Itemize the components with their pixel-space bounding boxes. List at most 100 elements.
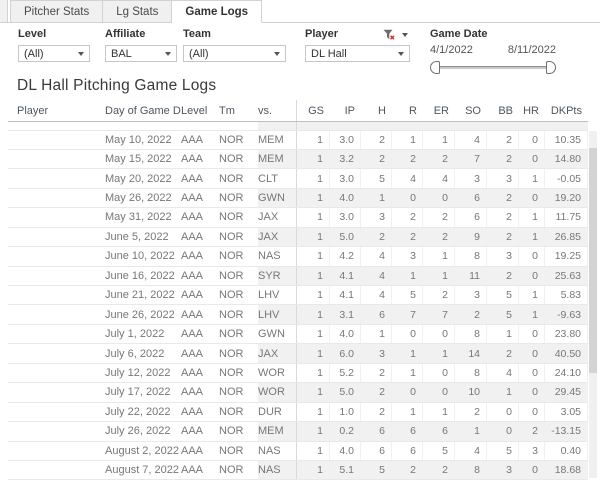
cell-vs: JAX — [258, 211, 279, 224]
tab-lg-stats[interactable]: Lg Stats — [103, 0, 173, 23]
table-row[interactable]: July 22, 2022 AAA NOR DUR 1 1.0 2 1 1 2 0 0 3.05 — [8, 402, 588, 423]
cell-vs: GWN — [258, 188, 296, 208]
table-row[interactable]: July 17, 2022 AAA NOR WOR 1 5.0 2 0 0 10 1 0 29.45 — [8, 383, 588, 403]
cell-r — [392, 122, 423, 130]
cell-h: 2 — [361, 149, 392, 169]
cell-date: May 31, 2022 — [105, 211, 172, 224]
cell-tm: NOR — [219, 464, 244, 477]
cell-level: AAA — [181, 405, 204, 418]
cell-gs: 1 — [296, 149, 330, 169]
cell-vs: NAS — [258, 250, 281, 263]
cell-ip: 4.1 — [330, 286, 361, 305]
table-row[interactable]: July 6, 2022 AAA NOR JAX 1 6.0 3 1 1 14 2 0 40.50 — [8, 344, 588, 364]
cell-date: May 26, 2022 — [105, 192, 172, 205]
cell-hr — [519, 122, 545, 130]
cell-tm: NOR — [219, 425, 244, 438]
slider-handle-end[interactable] — [546, 61, 556, 74]
game-date-slider[interactable] — [430, 61, 556, 75]
col-header-ip[interactable]: IP — [344, 104, 355, 117]
cell-so: 9 — [455, 227, 487, 247]
dropdown-caret-icon — [274, 51, 280, 56]
cell-gs: 1 — [296, 460, 330, 480]
tab-pitcher-stats[interactable]: Pitcher Stats — [10, 0, 104, 23]
cell-ip: 4.0 — [330, 324, 361, 344]
table-row[interactable]: June 5, 2022 AAA NOR JAX 1 5.0 2 2 2 9 2 1 26.85 — [8, 227, 588, 248]
cell-r: 6 — [392, 441, 423, 460]
tab-game-logs[interactable]: Game Logs — [172, 0, 263, 23]
cell-tm: NOR — [219, 153, 244, 166]
cell-ip: 3.0 — [330, 208, 361, 227]
cell-ip: 1.0 — [330, 402, 361, 422]
table-row[interactable]: July 26, 2022 AAA NOR MEM 1 0.2 6 6 6 1 0 2 -13.15 — [8, 422, 588, 442]
cell-vs: GWN — [258, 328, 285, 341]
affiliate-dropdown-value: BAL — [111, 47, 132, 60]
cell-er — [423, 122, 455, 130]
cell-bb: 2 — [487, 188, 519, 208]
col-header-h[interactable]: H — [378, 104, 386, 117]
table-row[interactable]: May 10, 2022 AAA NOR MEM 1 3.0 2 1 1 4 2 0 10.35 — [8, 130, 588, 150]
cell-dkpts: 14.80 — [545, 149, 588, 169]
slider-handle-start[interactable] — [430, 61, 440, 74]
table-row[interactable]: June 26, 2022 AAA NOR LHV 1 3.1 6 7 7 2 5 1 -9.63 — [8, 305, 588, 325]
col-header-level[interactable]: Level — [181, 104, 208, 117]
cell-hr: 0 — [519, 188, 545, 208]
cell-date: July 6, 2022 — [105, 347, 165, 360]
cell-tm: NOR — [219, 347, 244, 360]
col-header-so[interactable]: SO — [465, 104, 481, 117]
cell-player — [8, 403, 105, 421]
cell-level: AAA — [181, 172, 204, 185]
table-row[interactable]: June 10, 2022 AAA NOR NAS 1 4.2 4 3 1 8 3 0 19.25 — [8, 247, 588, 267]
level-dropdown[interactable]: (All) — [18, 45, 90, 62]
dropdown-caret-icon — [398, 51, 404, 56]
table-row[interactable]: May 15, 2022 AAA NOR MEM 1 3.2 2 2 2 7 2 0 14.80 — [8, 149, 588, 170]
cell-h: 4 — [361, 286, 392, 305]
cell-so: 8 — [455, 247, 487, 266]
affiliate-dropdown[interactable]: BAL — [105, 45, 177, 62]
filter-game-date: Game Date 4/1/2022 8/11/2022 — [430, 28, 556, 75]
cell-bb: 5 — [487, 305, 519, 324]
table-row[interactable]: June 16, 2022 AAA NOR SYR 1 4.1 4 1 1 11 2 0 25.63 — [8, 266, 588, 286]
col-header-er[interactable]: ER — [433, 104, 449, 117]
table-row[interactable]: July 1, 2022 AAA NOR GWN 1 4.0 1 0 0 8 1 0 23.80 — [8, 324, 588, 345]
cell-level: AAA — [181, 192, 204, 205]
col-header-date[interactable]: Day of Game Date — [105, 104, 181, 117]
col-header-r[interactable]: R — [409, 104, 417, 117]
cell-tm: NOR — [219, 269, 244, 282]
player-dropdown[interactable]: DL Hall — [305, 45, 410, 62]
cell-level: AAA — [181, 133, 204, 146]
cell-hr: 1 — [519, 305, 545, 324]
table-row[interactable]: June 21, 2022 AAA NOR LHV 1 4.1 4 5 2 3 5 1 5.83 — [8, 286, 588, 306]
cell-r: 0 — [392, 324, 423, 344]
table-scrollbar-thumb[interactable] — [589, 148, 597, 373]
cell-bb: 2 — [487, 130, 519, 149]
col-header-hr[interactable]: HR — [523, 104, 539, 117]
table-row[interactable]: May 31, 2022 AAA NOR JAX 1 3.0 3 2 2 6 2 1 11.75 — [8, 208, 588, 228]
table-body: May 10, 2022 AAA NOR MEM 1 3.0 2 1 1 4 2 0 10.35 May … — [8, 130, 588, 481]
col-header-dkpts[interactable]: DKPts — [550, 104, 582, 117]
cell-so: 8 — [455, 363, 487, 383]
filter-menu-caret-icon[interactable] — [402, 33, 408, 37]
table-row[interactable]: August 7, 2022 AAA NOR NAS 1 5.1 5 2 2 8 3 0 18.68 — [8, 460, 588, 481]
col-header-bb[interactable]: BB — [498, 104, 513, 117]
player-dropdown-value: DL Hall — [311, 47, 347, 60]
cell-h: 1 — [361, 188, 392, 208]
table-row[interactable]: May 26, 2022 AAA NOR GWN 1 4.0 1 0 0 6 2 0 19.20 — [8, 188, 588, 209]
cell-date: June 5, 2022 — [105, 230, 169, 243]
table-row[interactable]: August 2, 2022 AAA NOR NAS 1 4.0 6 6 5 4 5 3 0.40 — [8, 441, 588, 461]
cell-er: 2 — [423, 227, 455, 247]
filter-funnel-icon[interactable] — [383, 29, 395, 41]
cell-level: AAA — [181, 328, 204, 341]
cell-h: 5 — [361, 460, 392, 480]
team-dropdown[interactable]: (All) — [183, 45, 286, 62]
cell-bb: 1 — [487, 383, 519, 402]
col-header-gs[interactable]: GS — [296, 100, 330, 121]
cell-so: 6 — [455, 188, 487, 208]
col-header-tm[interactable]: Tm — [219, 104, 235, 117]
table-row[interactable]: July 12, 2022 AAA NOR WOR 1 5.2 2 1 0 8 4 0 24.10 — [8, 363, 588, 384]
col-header-vs[interactable]: vs. — [258, 104, 273, 117]
col-header-player[interactable]: Player — [17, 104, 49, 117]
table-row[interactable]: May 20, 2022 AAA NOR CLT 1 3.0 5 4 4 3 3 1 -0.05 — [8, 169, 588, 189]
cell-so: 3 — [455, 286, 487, 305]
cell-vs: MEM — [258, 422, 296, 441]
slider-track[interactable] — [434, 66, 552, 69]
